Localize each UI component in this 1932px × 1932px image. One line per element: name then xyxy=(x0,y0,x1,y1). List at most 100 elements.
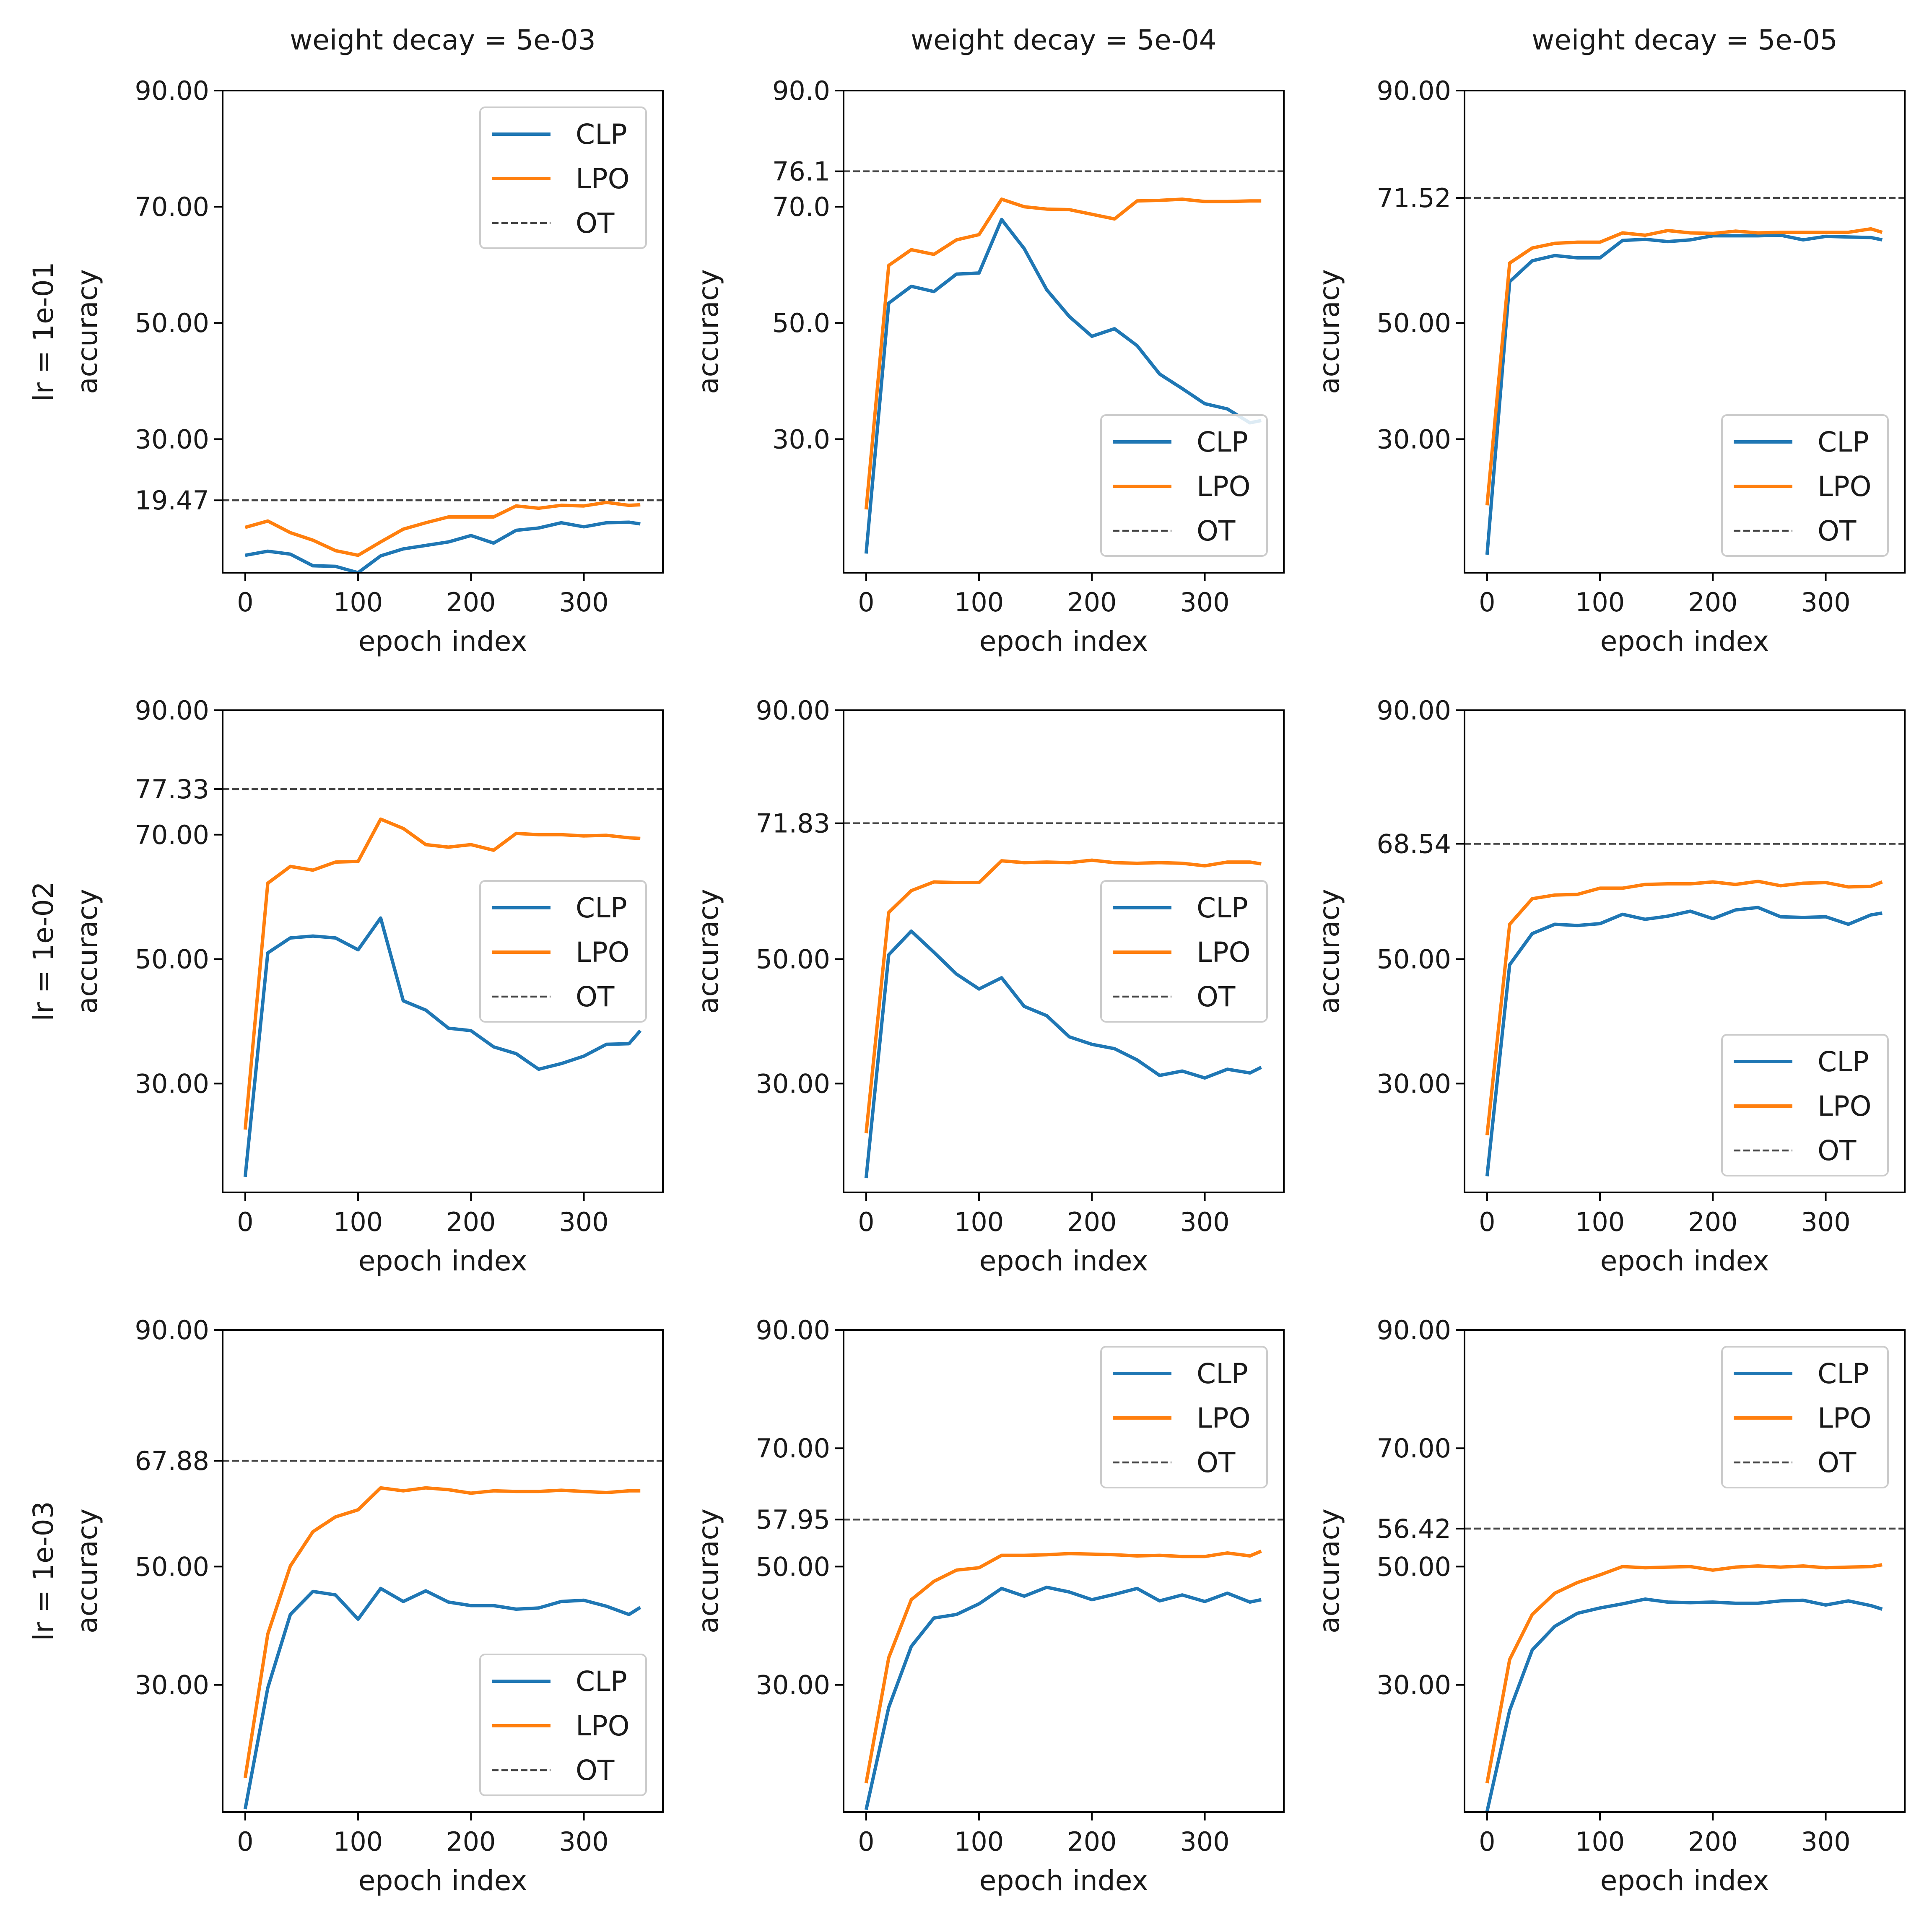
legend-label: CLP xyxy=(576,118,627,151)
legend-label: OT xyxy=(1197,515,1236,547)
legend-label: CLP xyxy=(1818,1358,1869,1390)
x-tick-label: 100 xyxy=(333,1826,383,1857)
clp-series-line xyxy=(864,1585,1262,1810)
legend-label: OT xyxy=(1197,1446,1236,1479)
y-tick-label: 50.00 xyxy=(756,944,831,975)
y-tick-label: 50.00 xyxy=(135,1551,210,1582)
x-tick-label: 100 xyxy=(954,587,1004,618)
y-tick-label: 19.47 xyxy=(135,485,210,516)
x-axis-label: epoch index xyxy=(358,1245,527,1277)
legend: CLP LPO OT xyxy=(1100,414,1268,557)
legend-label: OT xyxy=(1818,1135,1857,1167)
legend-label: CLP xyxy=(576,892,627,924)
legend-label: LPO xyxy=(1818,470,1872,503)
y-tick-label: 90.00 xyxy=(1377,695,1452,726)
legend-label: OT xyxy=(576,981,615,1013)
y-tick-label: 50.00 xyxy=(135,944,210,975)
legend: CLP LPO OT xyxy=(479,106,647,249)
x-tick-label: 200 xyxy=(1688,1207,1737,1237)
column-title: weight decay = 5e-04 xyxy=(911,24,1216,56)
row-label: lr = 1e-01 xyxy=(27,262,60,401)
legend: CLP LPO OT xyxy=(479,1654,647,1796)
y-tick-label: 68.54 xyxy=(1377,828,1452,859)
legend-label: LPO xyxy=(1197,936,1251,969)
y-tick-label: 70.00 xyxy=(135,192,210,222)
legend-label: CLP xyxy=(576,1665,627,1698)
clp-series-line xyxy=(1485,1597,1883,1812)
legend-box xyxy=(479,880,647,1023)
y-tick-label: 50.0 xyxy=(772,308,830,338)
x-tick-label: 300 xyxy=(559,1826,608,1857)
legend: CLP LPO OT xyxy=(1100,1346,1268,1488)
y-tick-label: 30.00 xyxy=(135,1670,210,1701)
legend: CLP LPO OT xyxy=(1721,1034,1889,1176)
legend-label: OT xyxy=(576,1754,615,1787)
axes-frame xyxy=(843,709,1285,1193)
lpo-series-line xyxy=(244,501,641,557)
lpo-series-line xyxy=(1485,1563,1883,1784)
x-tick-label: 300 xyxy=(1801,587,1850,618)
x-tick-label: 100 xyxy=(333,1207,383,1237)
legend-label: LPO xyxy=(1197,470,1251,503)
y-tick-label: 77.33 xyxy=(135,774,210,805)
y-tick-label: 50.00 xyxy=(1377,308,1452,338)
axes-frame xyxy=(1464,90,1906,574)
x-tick-label: 200 xyxy=(1067,587,1117,618)
clp-series-line xyxy=(243,1587,641,1810)
axes-frame xyxy=(843,90,1285,574)
column-title: weight decay = 5e-05 xyxy=(1532,24,1837,56)
x-tick-label: 200 xyxy=(446,1826,496,1857)
y-tick-label: 56.42 xyxy=(1377,1514,1452,1544)
clp-series-line xyxy=(864,929,1262,1179)
subplot: 30.00 50.00 56.42 70.00 90.00 0 100 200 300 epoch… xyxy=(1313,1315,1906,1897)
legend-box xyxy=(1721,1346,1889,1488)
lpo-series-line xyxy=(864,197,1262,510)
x-tick-label: 0 xyxy=(858,587,874,618)
clp-series-line xyxy=(245,520,641,573)
legend-label: OT xyxy=(1818,1446,1857,1479)
legend-label: CLP xyxy=(1197,426,1248,458)
x-axis-label: epoch index xyxy=(979,1864,1148,1897)
x-tick-label: 100 xyxy=(333,587,383,618)
clp-series-line xyxy=(1485,906,1883,1176)
y-axis-label: accuracy xyxy=(71,889,104,1014)
x-tick-label: 300 xyxy=(559,587,608,618)
y-tick-label: 70.00 xyxy=(756,1433,831,1464)
x-tick-label: 300 xyxy=(559,1207,608,1237)
y-tick-label: 70.00 xyxy=(1377,1433,1452,1464)
y-axis-label: accuracy xyxy=(692,269,724,394)
x-axis-label: epoch index xyxy=(979,1245,1148,1277)
axes-frame xyxy=(222,709,664,1193)
legend-label: OT xyxy=(576,207,615,239)
y-tick-label: 30.00 xyxy=(756,1670,831,1701)
y-tick-label: 90.00 xyxy=(756,695,831,726)
y-tick-label: 30.00 xyxy=(1377,424,1452,454)
x-tick-label: 300 xyxy=(1801,1826,1850,1857)
x-tick-label: 200 xyxy=(1067,1826,1117,1857)
y-tick-label: 30.00 xyxy=(135,424,210,454)
legend-label: CLP xyxy=(1197,1358,1248,1390)
subplot: 30.00 50.00 70.00 77.33 90.00 0 100 200 300 epoch… xyxy=(71,695,664,1277)
x-tick-label: 300 xyxy=(1180,1207,1229,1237)
y-tick-label: 90.00 xyxy=(1377,75,1452,106)
lpo-series-line xyxy=(864,1550,1262,1784)
subplot: 30.00 50.00 68.54 90.00 0 100 200 300 epoch inde… xyxy=(1313,695,1906,1277)
x-axis-label: epoch index xyxy=(1600,625,1769,657)
legend-box xyxy=(479,1654,647,1796)
x-tick-label: 300 xyxy=(1180,587,1229,618)
legend-label: LPO xyxy=(576,163,630,195)
y-axis-label: accuracy xyxy=(1313,1509,1345,1633)
axes-frame xyxy=(843,1329,1285,1813)
row-label: lr = 1e-03 xyxy=(27,1501,60,1641)
x-tick-label: 0 xyxy=(237,1826,253,1857)
x-axis-label: epoch index xyxy=(1600,1864,1769,1897)
x-tick-label: 0 xyxy=(237,1207,253,1237)
subplot: 30.00 50.00 71.83 90.00 0 100 200 300 epoch inde… xyxy=(692,695,1285,1277)
clp-series-line xyxy=(243,916,642,1177)
subplot: 30.00 50.00 67.88 90.00 0 100 200 300 epoch inde… xyxy=(71,1315,664,1897)
legend-label: LPO xyxy=(1818,1402,1872,1434)
subplot: 19.47 30.00 50.00 70.00 90.00 0 100 200 300 epoch… xyxy=(71,75,664,657)
legend-label: LPO xyxy=(576,936,630,969)
y-tick-label: 71.83 xyxy=(756,808,831,839)
legend-box xyxy=(1100,1346,1268,1488)
